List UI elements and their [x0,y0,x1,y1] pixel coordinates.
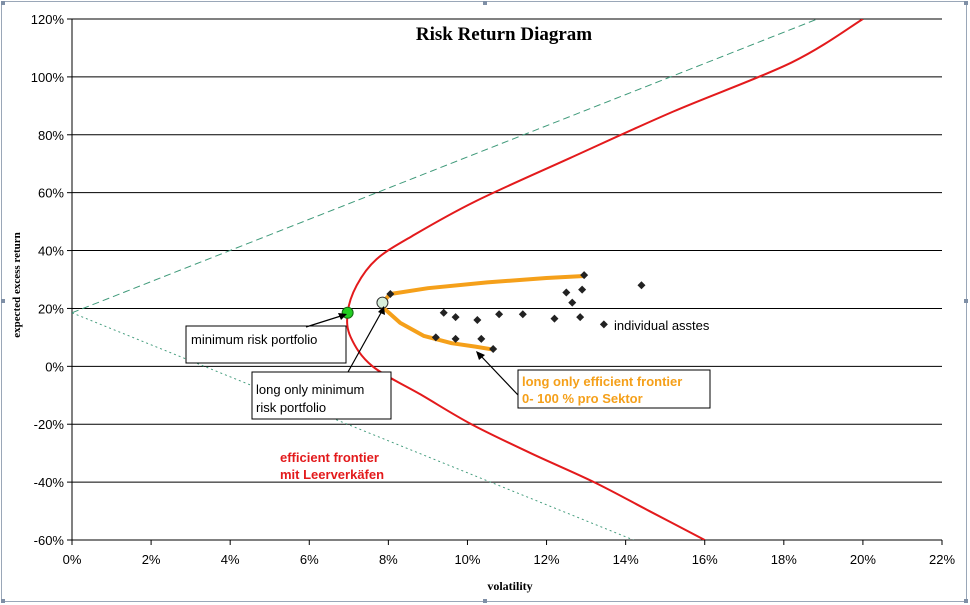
x-tick-label: 12% [534,552,560,567]
x-tick-label: 8% [379,552,398,567]
annotation-long-only-frontier-arrow [479,354,519,396]
annotation-individual-assets: individual asstes [614,318,710,333]
annotation-long-only-min-arrow [347,310,383,373]
x-tick-label: 6% [300,552,319,567]
y-tick-label: 40% [38,244,64,259]
resize-handle-top[interactable] [483,1,487,5]
annotation-efficient-frontier-line1: efficient frontier [280,450,379,465]
y-tick-label: 100% [31,70,65,85]
resize-handle-bottom-left[interactable] [1,599,5,603]
individual-asset-marker [473,316,482,325]
individual-asset-marker [477,334,486,343]
x-tick-label: 22% [929,552,955,567]
individual-asset-marker [562,288,571,297]
efficient-frontier-line [346,19,864,540]
long-only-frontier-line-lower [380,304,496,352]
x-tick-label: 0% [63,552,82,567]
individual-asset-marker [451,313,460,322]
annotation-long-only-min-box [251,371,392,420]
resize-handle-right[interactable] [964,299,968,303]
x-tick-label: 2% [142,552,161,567]
individual-asset-marker [578,285,587,294]
y-axis-title: expected excess return [11,232,23,337]
individual-asset-marker [518,310,527,319]
annotation-min-risk-arrow [305,314,345,328]
y-tick-label: 60% [38,186,64,201]
capital-market-line-lower [72,312,634,540]
annotation-efficient-frontier-line2: mit Leerverkäfen [280,467,384,482]
annotation-long-only-frontier-line1: long only efficient frontier [522,374,682,389]
annotation-long-only-min: long only minimum risk portfolio [251,306,392,420]
chart-title: Risk Return Diagram [416,24,592,45]
x-tick-label: 16% [692,552,718,567]
resize-handle-top-left[interactable] [1,1,5,5]
individual-asset-marker [568,298,577,307]
x-tick-label: 18% [771,552,797,567]
resize-handle-left[interactable] [1,299,5,303]
y-tick-label: 120% [31,12,65,27]
annotation-min-risk-label: minimum risk portfolio [191,332,317,347]
annotation-long-only-frontier-arrowhead [476,351,485,360]
long-only-minimum-risk-portfolio-marker [376,296,389,309]
individual-asset-marker [550,314,559,323]
x-tick-label: 4% [221,552,240,567]
x-tick-label: 10% [454,552,480,567]
individual-asset-marker [599,320,608,329]
individual-asset-marker [637,281,646,290]
individual-asset-marker [451,334,460,343]
capital-market-line-upper [72,19,818,314]
resize-handle-bottom[interactable] [483,599,487,603]
y-tick-label: 80% [38,128,64,143]
gridlines [72,18,942,541]
individual-asset-marker [386,289,395,298]
resize-handle-top-right[interactable] [964,1,968,5]
individual-asset-marker [439,308,448,317]
annotation-long-only-min-line1: long only minimum [256,382,364,397]
annotation-long-only-frontier-box [517,369,711,409]
x-axis-title: volatility [487,579,532,593]
individual-asset-marker [431,333,440,342]
annotation-min-risk-box [185,325,347,364]
y-tick-label: 0% [45,359,64,374]
individual-asset-marker [489,344,498,353]
data-markers [341,271,646,353]
x-tick-label: 20% [850,552,876,567]
y-tick-label: -60% [34,533,65,548]
annotation-min-risk-arrowhead [338,313,347,320]
annotation-long-only-frontier: long only efficient frontier 0- 100 % pr… [476,351,711,409]
annotation-min-risk: minimum risk portfolio [185,313,347,364]
y-tick-label: 20% [38,301,64,316]
plot-area: -60% -40% -20% 0% 20% 40% 60% 80% 100% 120% 0% 2% 4%… [31,12,956,567]
annotation-long-only-min-arrowhead [378,306,385,315]
y-tick-label: -40% [34,475,65,490]
individual-asset-marker [576,313,585,322]
resize-handle-bottom-right[interactable] [964,599,968,603]
individual-asset-marker [495,310,504,319]
axes: -60% -40% -20% 0% 20% 40% 60% 80% 100% 120% 0% 2% 4%… [31,12,956,567]
x-tick-label: 14% [613,552,639,567]
y-tick-label: -20% [34,417,65,432]
annotation-long-only-frontier-line2: 0- 100 % pro Sektor [522,391,643,406]
annotation-long-only-min-line2: risk portfolio [256,400,326,415]
individual-asset-marker [580,271,589,280]
